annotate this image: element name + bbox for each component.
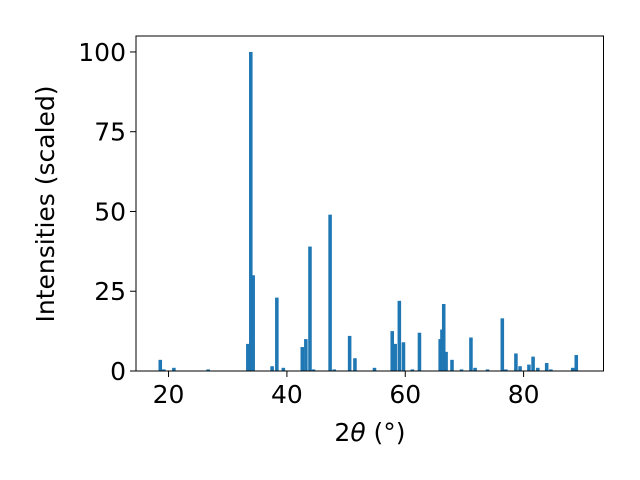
x-tick-label: 60 — [389, 380, 421, 409]
bar — [311, 369, 316, 371]
bar — [251, 275, 255, 371]
y-tick-label: 75 — [94, 118, 126, 147]
x-axis-label-symbol: θ — [350, 418, 365, 447]
bar — [504, 369, 508, 371]
x-axis-ticks: 20 40 60 80 — [153, 371, 540, 409]
bar — [549, 369, 553, 371]
bar — [332, 369, 337, 371]
bar — [570, 367, 575, 371]
bar — [393, 343, 397, 371]
bar — [390, 331, 395, 371]
bar — [444, 351, 448, 371]
bar — [527, 364, 531, 371]
y-tick-label: 0 — [110, 357, 126, 386]
bar — [281, 367, 286, 371]
bar — [172, 367, 176, 371]
bar — [410, 369, 415, 371]
bar — [300, 347, 305, 371]
bar — [275, 297, 279, 371]
bar — [401, 342, 406, 371]
bar — [372, 367, 377, 371]
bar — [162, 369, 166, 371]
bar — [417, 332, 422, 371]
bar — [308, 246, 312, 371]
bar — [536, 367, 540, 371]
bar — [485, 369, 490, 371]
bar — [574, 355, 579, 371]
x-tick-label: 80 — [508, 380, 540, 409]
bar — [304, 339, 308, 371]
bar — [347, 335, 352, 371]
bar — [459, 369, 464, 371]
bar — [158, 359, 163, 371]
y-tick-label: 100 — [78, 38, 126, 67]
bar — [514, 353, 518, 371]
y-axis-ticks: 0 25 50 75 100 — [78, 38, 136, 386]
bar — [441, 304, 446, 371]
bars-group — [158, 51, 579, 371]
bar — [469, 337, 473, 371]
bar — [353, 358, 357, 371]
y-tick-label: 50 — [94, 197, 126, 226]
y-axis-label: Intensities (scaled) — [31, 85, 60, 322]
bar — [473, 367, 477, 371]
bar — [518, 366, 522, 371]
bar — [500, 318, 505, 371]
plot-frame — [135, 35, 604, 372]
x-axis-label-prefix: 2 — [334, 418, 350, 447]
x-axis-label-suffix: (°) — [366, 418, 406, 447]
y-tick-label: 25 — [94, 277, 126, 306]
bar — [544, 363, 549, 371]
bar — [450, 359, 454, 371]
x-tick-label: 40 — [271, 380, 303, 409]
x-axis-label: 2θ (°) — [334, 418, 405, 447]
bar — [328, 214, 332, 371]
bar — [397, 300, 402, 371]
bar — [531, 356, 535, 371]
x-tick-label: 20 — [153, 380, 185, 409]
bar — [206, 369, 210, 371]
bar — [249, 51, 253, 371]
bar — [270, 366, 274, 371]
bar — [246, 343, 250, 371]
